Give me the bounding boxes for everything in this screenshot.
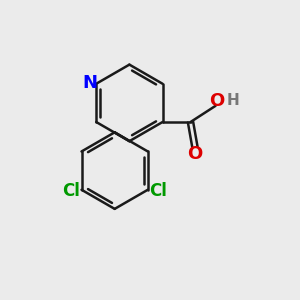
Text: Cl: Cl: [149, 182, 167, 200]
Text: O: O: [187, 145, 202, 163]
Text: Cl: Cl: [62, 182, 80, 200]
Text: H: H: [226, 93, 239, 108]
Text: O: O: [209, 92, 225, 110]
Text: N: N: [82, 74, 97, 92]
